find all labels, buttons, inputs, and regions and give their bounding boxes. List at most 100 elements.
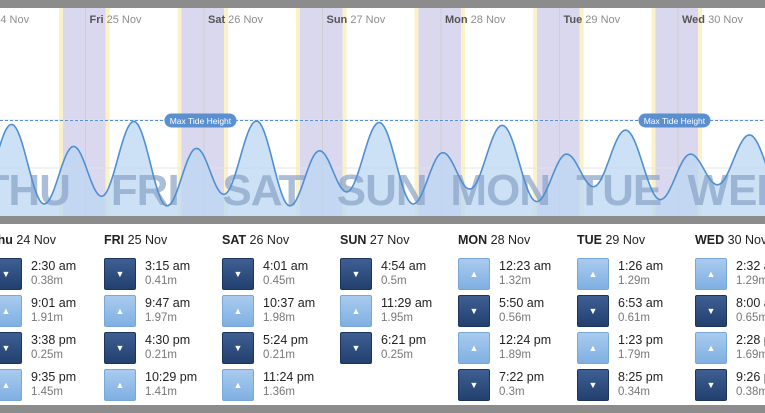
tide-day-date: 30 Nov	[724, 233, 765, 247]
tide-day-weekday: SUN	[340, 233, 367, 247]
tide-time: 5:50 am	[499, 296, 545, 310]
tide-time: 2:28 pm	[736, 333, 765, 347]
tide-time: 6:53 am	[618, 296, 664, 310]
tide-day-header: SAT 26 Nov	[222, 224, 340, 256]
high-tide-arrow-icon[interactable]: ▲	[695, 332, 727, 364]
low-tide-arrow-icon[interactable]: ▼	[577, 295, 609, 327]
tide-height: 1.97m	[145, 312, 177, 324]
tide-height: 1.29m	[736, 275, 765, 287]
dawn-band	[224, 8, 229, 216]
tide-day-weekday: FRI	[104, 233, 125, 247]
tide-row: ▲ 11:29 am 1.95m	[340, 293, 458, 330]
high-tide-arrow-icon[interactable]: ▲	[104, 295, 136, 327]
chart-date-day: 29 Nov	[582, 14, 620, 26]
tide-time: 4:54 am	[381, 259, 427, 273]
dusk-band	[58, 8, 63, 216]
tide-height: 0.61m	[618, 312, 650, 324]
tide-day-date: 26 Nov	[246, 233, 290, 247]
chart-date-weekday: Tue	[564, 14, 583, 26]
tide-row: ▼ 6:53 am 0.61m	[577, 293, 695, 330]
low-tide-arrow-icon[interactable]: ▼	[340, 258, 372, 290]
high-tide-arrow-icon[interactable]: ▲	[0, 295, 22, 327]
tide-row: ▲ 1:23 pm 1.79m	[577, 330, 695, 367]
low-tide-arrow-icon[interactable]: ▼	[104, 332, 136, 364]
tide-day-column: SUN 27 Nov ▼ 4:54 am 0.5m ▲ 11:29 am 1.95m ▼ 6:2…	[340, 224, 458, 367]
tide-day-header: MON 28 Nov	[458, 224, 576, 256]
tide-height: 1.41m	[145, 386, 177, 398]
tide-time: 11:24 pm	[263, 370, 315, 384]
tide-day-column: Thu 24 Nov▼2:30 am0.38m▲9:01 am1.91m▼3:3…	[0, 224, 108, 404]
dusk-band	[177, 8, 182, 216]
tide-time: 12:24 pm	[499, 333, 552, 347]
low-tide-arrow-icon[interactable]: ▼	[222, 332, 254, 364]
chart-date-label: Tue 29 Nov	[564, 14, 621, 26]
high-tide-arrow-icon[interactable]: ▲	[458, 332, 490, 364]
high-tide-arrow-icon[interactable]: ▲	[458, 258, 490, 290]
low-tide-arrow-icon[interactable]: ▼	[104, 258, 136, 290]
high-tide-arrow-icon[interactable]: ▲	[0, 369, 22, 401]
chart-date-label: Thu 24 Nov	[0, 14, 30, 26]
chart-date-day: 24 Nov	[0, 14, 30, 26]
dusk-band	[651, 8, 656, 216]
chart-date-weekday: Fri	[90, 14, 104, 26]
high-tide-arrow-icon[interactable]: ▲	[340, 295, 372, 327]
low-tide-arrow-icon[interactable]: ▼	[340, 332, 372, 364]
tide-day-column: MON 28 Nov ▲ 12:23 am 1.32m ▼ 5:50 am 0.56m ▲ 12…	[458, 224, 576, 404]
tide-day-weekday: SAT	[222, 233, 247, 247]
tide-day-date: 24 Nov	[12, 233, 57, 247]
low-tide-arrow-icon[interactable]: ▼	[695, 369, 727, 401]
low-tide-arrow-icon[interactable]: ▼	[577, 369, 609, 401]
tide-height: 1.69m	[736, 349, 765, 361]
dawn-band	[698, 8, 703, 216]
chart-date-weekday: Wed	[682, 14, 705, 26]
tide-row: ▼ 4:30 pm 0.21m	[104, 330, 222, 367]
tide-row: ▼ 3:38 pm 0.25m	[0, 330, 108, 367]
high-tide-arrow-icon[interactable]: ▲	[695, 258, 727, 290]
tide-time: 4:01 am	[263, 259, 309, 273]
tide-time: 9:26 pm	[736, 370, 765, 384]
dawn-band	[461, 8, 466, 216]
high-tide-arrow-icon[interactable]: ▲	[222, 295, 254, 327]
tide-time: 8:00 am	[736, 296, 765, 310]
tide-row: ▲ 11:24 pm 1.36m	[222, 367, 340, 404]
tide-height: 0.3m	[499, 386, 525, 398]
tide-height: 1.79m	[618, 349, 650, 361]
tide-time: 2:32 am	[736, 259, 765, 273]
tide-height: 0.34m	[618, 386, 650, 398]
chart-date-day: 27 Nov	[347, 14, 385, 26]
tide-day-date: 27 Nov	[366, 233, 410, 247]
chart-date-day: 30 Nov	[705, 14, 743, 26]
tide-row: ▲ 9:01 am 1.91m	[0, 293, 108, 330]
low-tide-arrow-icon[interactable]: ▼	[458, 295, 490, 327]
tide-day-column: FRI 25 Nov ▼ 3:15 am 0.41m ▲ 9:47 am 1.97m ▼ 4:3…	[104, 224, 222, 404]
low-tide-arrow-icon[interactable]: ▼	[695, 295, 727, 327]
low-tide-arrow-icon[interactable]: ▼	[458, 369, 490, 401]
tide-height: 1.45m	[31, 386, 63, 398]
low-tide-arrow-icon[interactable]: ▼	[0, 258, 22, 290]
tide-day-column: WED 30 Nov▲2:32 am1.29m▼8:00 am0.65m▲2:2…	[695, 224, 765, 404]
tide-row: ▲ 10:29 pm 1.41m	[104, 367, 222, 404]
tide-time: 9:47 am	[145, 296, 191, 310]
high-tide-arrow-icon[interactable]: ▲	[222, 369, 254, 401]
tide-height: 0.21m	[145, 349, 177, 361]
day-watermark: TUE	[576, 166, 661, 215]
tide-row: ▼ 4:54 am 0.5m	[340, 256, 458, 293]
high-tide-arrow-icon[interactable]: ▲	[104, 369, 136, 401]
tide-day-date: 29 Nov	[602, 233, 646, 247]
tide-height: 1.95m	[381, 312, 413, 324]
tide-row: ▼ 7:22 pm 0.3m	[458, 367, 576, 404]
day-watermark: SAT	[222, 166, 305, 215]
high-tide-arrow-icon[interactable]: ▲	[577, 258, 609, 290]
tide-time: 3:38 pm	[31, 333, 77, 347]
tide-row: ▼ 5:50 am 0.56m	[458, 293, 576, 330]
low-tide-arrow-icon[interactable]: ▼	[222, 258, 254, 290]
chart-date-label: Fri 25 Nov	[90, 14, 142, 26]
tide-day-date: 25 Nov	[124, 233, 168, 247]
tide-table: Thu 24 Nov▼2:30 am0.38m▲9:01 am1.91m▼3:3…	[0, 224, 765, 405]
low-tide-arrow-icon[interactable]: ▼	[0, 332, 22, 364]
tide-row: ▼ 8:00 am 0.65m	[695, 293, 765, 330]
chart-date-label: Sun 27 Nov	[327, 14, 386, 26]
high-tide-arrow-icon[interactable]: ▲	[577, 332, 609, 364]
tide-time: 4:30 pm	[145, 333, 191, 347]
